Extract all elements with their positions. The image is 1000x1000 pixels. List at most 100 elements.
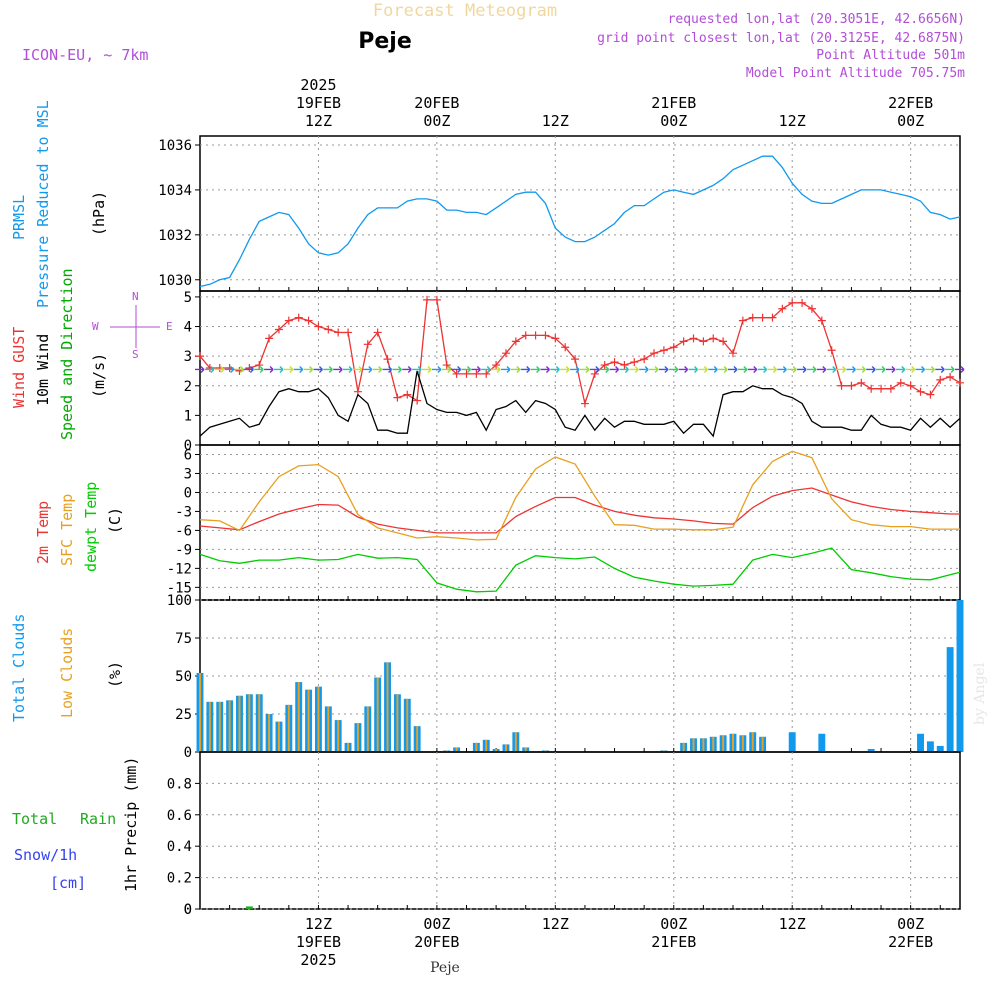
cloud-total-bar (818, 733, 826, 752)
cloud-low-bar (455, 747, 458, 752)
wind-direction-arrow (698, 365, 708, 373)
dewpt-label: dewpt Temp (82, 482, 100, 572)
cloud-low-bar (317, 686, 320, 752)
gust-marker (768, 313, 777, 322)
y-tick-label: 5 (184, 290, 192, 306)
y-tick-label: 2 (184, 379, 192, 395)
wind-direction-arrow (935, 365, 945, 373)
wind-direction-arrow (866, 365, 876, 373)
gust-marker (413, 396, 422, 405)
cloud-low-bar (662, 750, 665, 752)
time-label-bottom: 12Z (779, 915, 806, 933)
gust-marker (423, 295, 432, 304)
wind-direction-arrow (895, 365, 906, 373)
wind-direction-arrow (540, 365, 550, 373)
panels: 1030 1032 1034 1036 0 1 2 3 4 5 6 3 0 -3 -6 -9 -12 -15 0 25… (158, 135, 965, 918)
temp-dewpt-line (199, 547, 961, 593)
precip-unit: 1hr Precip (mm) (122, 757, 140, 892)
wind-direction-arrow (500, 365, 511, 373)
wind-direction-arrow (431, 365, 442, 373)
total-label: Total (12, 810, 57, 828)
gust-marker (659, 346, 668, 355)
gust-marker (709, 334, 718, 343)
wind-direction-arrow (945, 365, 955, 373)
gust-marker (551, 334, 560, 343)
wind-direction-arrow (885, 365, 896, 373)
wind-direction-arrow (915, 365, 926, 373)
gust-marker (452, 369, 461, 378)
point-altitude: Point Altitude 501m (816, 48, 965, 63)
wind-direction-arrow (214, 365, 225, 373)
requested-coords: requested lon,lat (20.3051E, 42.6656N) (668, 12, 965, 27)
y-tick-label: 0 (184, 902, 192, 918)
time-label-top: 19FEB (296, 94, 341, 112)
cloud-total-bar (926, 741, 934, 752)
y-tick-label: 1036 (158, 138, 192, 154)
gust-marker (916, 387, 925, 396)
time-label-bottom: 00Z (423, 915, 450, 933)
cloud-low-bar (228, 700, 231, 752)
header: Forecast Meteogram Peje ICON-EU, ~ 7km r… (22, 1, 965, 81)
time-label-bottom: 22FEB (888, 933, 933, 951)
wind-direction-arrow (589, 365, 600, 373)
gust-marker (462, 369, 471, 378)
cloud-low-bar (741, 735, 744, 752)
cloud-low-bar (258, 694, 261, 752)
wind-direction-arrow (264, 365, 274, 373)
wind-direction-arrow (293, 365, 304, 373)
pressure-unit: (hPa) (90, 191, 108, 236)
y-tick-label: 4 (184, 320, 192, 336)
wind-direction-arrow (560, 365, 570, 373)
cloud-low-bar (287, 704, 290, 752)
y-tick-label: 50 (175, 669, 192, 685)
time-label-bottom: 00Z (660, 915, 687, 933)
time-label-top: 2025 (300, 76, 336, 94)
gust-marker (373, 328, 382, 337)
gust-marker (255, 361, 264, 370)
gust-marker (610, 358, 619, 367)
wind-dir-label: Speed and Direction (58, 268, 76, 440)
wind-direction-arrow (224, 365, 235, 373)
cloud-low-bar (248, 694, 251, 752)
cloud-low-bar (416, 726, 419, 752)
wind-direction-arrow (313, 365, 323, 373)
time-label-bottom: 21FEB (651, 933, 696, 951)
wind-direction-arrow (244, 365, 254, 373)
gust-marker (778, 304, 787, 313)
wind-direction-arrow (649, 365, 659, 373)
wind-line (199, 370, 961, 438)
gust-marker (600, 361, 609, 370)
wind-direction-arrow (816, 365, 827, 373)
cloud-low-bar (751, 732, 754, 752)
snow-unit-label: [cm] (50, 874, 86, 892)
time-label-top: 22FEB (888, 94, 933, 112)
gust-marker (640, 355, 649, 364)
gust-marker (650, 349, 659, 358)
gust-marker (926, 390, 935, 399)
wind-direction-arrow (530, 365, 541, 373)
wind-direction-arrow (510, 365, 521, 373)
wind-direction-arrow (905, 365, 916, 373)
y-tick-label: -15 (167, 580, 192, 596)
gust-marker (689, 334, 698, 343)
time-label-top: 00Z (897, 112, 924, 130)
gust-marker (630, 358, 639, 367)
time-label-bottom: 12Z (542, 915, 569, 933)
cloud-low-bar (514, 732, 517, 752)
rain-label: Rain (80, 810, 116, 828)
temp-label: 2m Temp (34, 501, 52, 564)
wind-direction-arrow (688, 365, 699, 373)
wind-direction-arrow (708, 365, 718, 373)
gust-marker (738, 316, 747, 325)
gust-marker (620, 361, 629, 370)
gust-marker (403, 390, 412, 399)
gust-marker (590, 369, 599, 378)
wind-direction-arrow (678, 365, 689, 373)
wind-direction-arrow (333, 365, 343, 373)
wind-direction-arrow (876, 365, 886, 373)
gust-marker (344, 328, 353, 337)
wind-direction-arrow (491, 365, 501, 373)
cloud-low-bar (712, 736, 715, 752)
y-tick-label: 0 (184, 902, 192, 918)
gust-marker (442, 361, 451, 370)
